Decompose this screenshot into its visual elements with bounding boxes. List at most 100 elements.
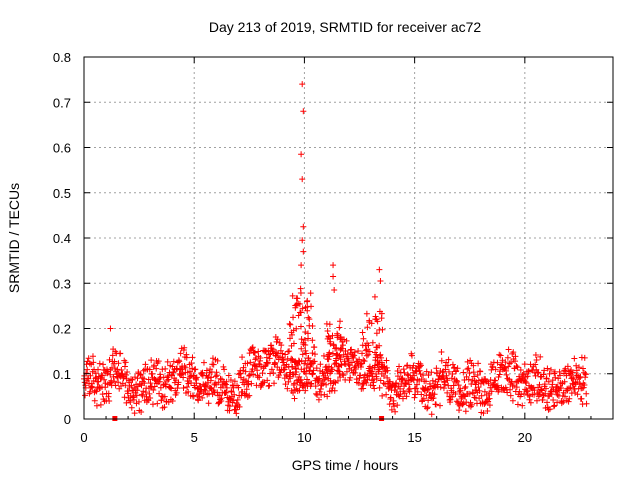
data-point — [294, 360, 301, 367]
data-point — [304, 330, 311, 337]
data-point — [420, 395, 427, 402]
data-point — [235, 384, 242, 391]
data-point — [379, 392, 386, 399]
data-point — [231, 378, 238, 385]
data-point — [581, 354, 588, 361]
data-point — [422, 378, 429, 385]
data-point — [124, 368, 131, 375]
data-point — [424, 404, 431, 411]
data-point — [359, 381, 366, 388]
data-point — [578, 395, 585, 402]
data-point — [173, 389, 180, 396]
data-point — [345, 355, 352, 362]
data-point — [90, 359, 97, 366]
data-point — [222, 381, 229, 388]
data-point — [230, 384, 237, 391]
data-point — [335, 368, 342, 375]
data-point — [299, 237, 306, 244]
data-point — [280, 359, 287, 366]
data-point — [541, 367, 548, 374]
data-point — [373, 344, 380, 351]
data-point — [449, 393, 456, 400]
data-point — [337, 354, 344, 361]
data-point — [286, 320, 293, 327]
data-point — [189, 365, 196, 372]
data-point — [332, 345, 339, 352]
data-point — [317, 361, 324, 368]
data-point — [272, 360, 279, 367]
data-point — [324, 393, 331, 400]
data-points — [81, 81, 590, 418]
data-point — [466, 370, 473, 377]
data-point — [277, 347, 284, 354]
data-point — [461, 377, 468, 384]
data-point — [519, 371, 526, 378]
data-point — [438, 348, 445, 355]
data-point — [524, 373, 531, 380]
data-point — [240, 364, 247, 371]
data-point — [569, 380, 576, 387]
data-point — [127, 398, 134, 405]
data-point — [342, 347, 349, 354]
data-point — [244, 394, 251, 401]
data-point — [299, 351, 306, 358]
data-point — [357, 372, 364, 379]
data-point — [217, 375, 224, 382]
data-point — [290, 340, 297, 347]
data-point — [476, 387, 483, 394]
data-point — [270, 370, 277, 377]
data-point — [310, 367, 317, 374]
data-point — [433, 401, 440, 408]
data-point — [95, 378, 102, 385]
data-point — [271, 380, 278, 387]
data-point — [168, 385, 175, 392]
data-point — [541, 381, 548, 388]
data-point — [188, 360, 195, 367]
data-point — [122, 359, 129, 366]
data-point — [242, 368, 249, 375]
data-point — [356, 356, 363, 363]
data-point — [411, 394, 418, 401]
data-point — [384, 367, 391, 374]
data-point — [400, 366, 407, 373]
data-point — [339, 342, 346, 349]
data-point — [266, 355, 273, 362]
data-point — [453, 377, 460, 384]
data-point — [347, 374, 354, 381]
data-point — [284, 385, 291, 392]
y-tick-label: 0.3 — [53, 276, 71, 291]
data-point — [520, 370, 527, 377]
data-point — [262, 348, 269, 355]
data-point — [363, 310, 370, 317]
data-point — [330, 341, 337, 348]
y-tick-label: 0.6 — [53, 141, 71, 156]
data-point — [536, 391, 543, 398]
data-point — [380, 372, 387, 379]
data-point — [545, 378, 552, 385]
data-point — [536, 381, 543, 388]
data-point — [291, 395, 298, 402]
data-point — [521, 361, 528, 368]
data-point — [93, 402, 100, 409]
data-point — [214, 357, 221, 364]
data-point — [244, 360, 251, 367]
data-point — [431, 384, 438, 391]
data-point — [278, 342, 285, 349]
data-point — [188, 380, 195, 387]
data-point — [291, 380, 298, 387]
data-point — [264, 359, 271, 366]
data-point — [283, 371, 290, 378]
data-point — [377, 377, 384, 384]
data-point — [190, 393, 197, 400]
data-point — [542, 385, 549, 392]
data-point — [505, 346, 512, 353]
data-point — [206, 369, 213, 376]
data-point — [252, 356, 259, 363]
data-point — [349, 353, 356, 360]
data-point — [336, 352, 343, 359]
data-point — [225, 372, 232, 379]
data-point — [496, 351, 503, 358]
data-point — [513, 363, 520, 370]
data-point — [300, 248, 307, 255]
data-point — [185, 388, 192, 395]
